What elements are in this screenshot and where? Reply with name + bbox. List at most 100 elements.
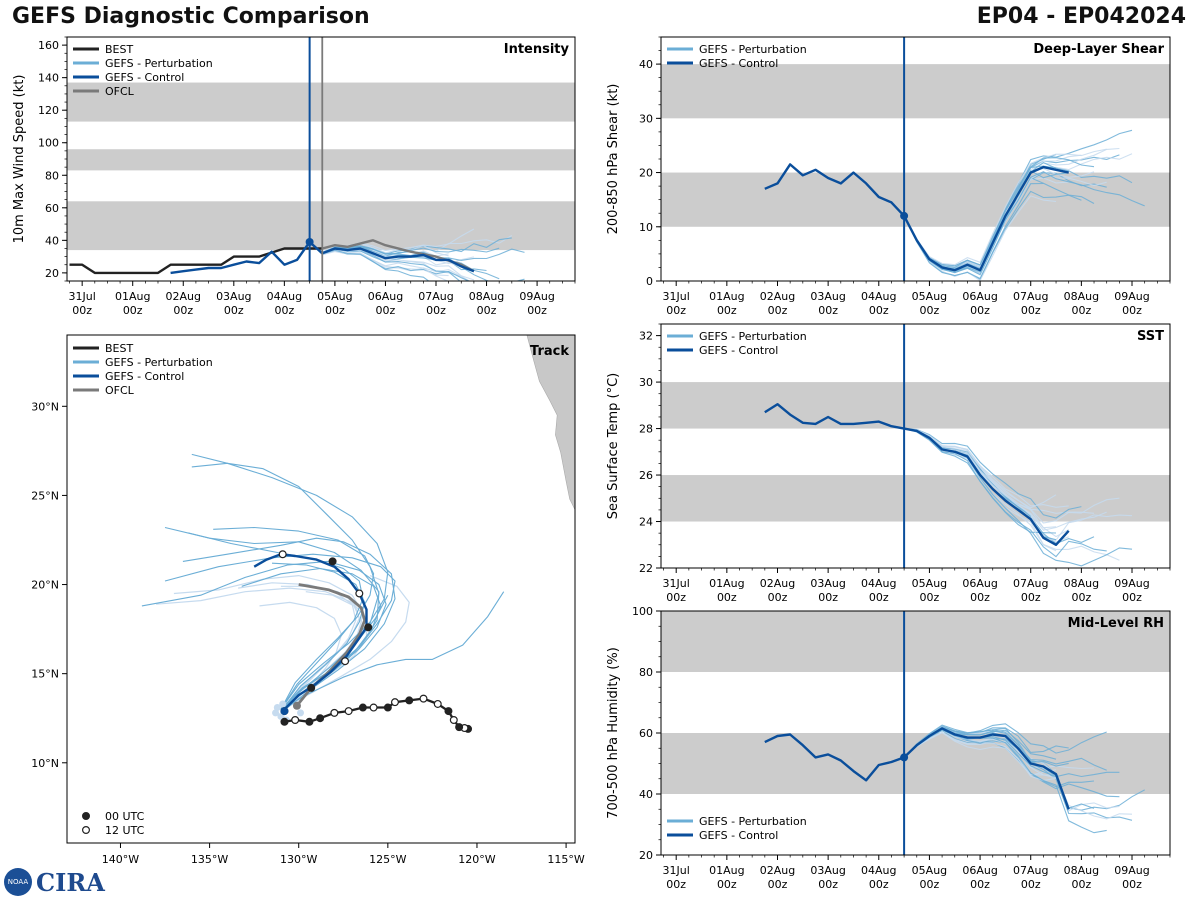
x-tick-label: 07Aug xyxy=(1013,864,1048,877)
track-marker-12utc xyxy=(278,550,287,559)
x-tick-label: 00z xyxy=(1021,878,1041,891)
x-tick-label: 00z xyxy=(1122,591,1142,604)
x-tick-label: 05Aug xyxy=(912,864,947,877)
x-tick-label: 00z xyxy=(325,304,345,317)
perturbation-track xyxy=(280,591,505,710)
legend-label: GEFS - Perturbation xyxy=(699,330,807,343)
perturbation-origin-marker xyxy=(272,709,280,717)
x-tick-label: 00z xyxy=(274,304,294,317)
x-tick-label: 06Aug xyxy=(962,290,997,303)
legend-label: 00 UTC xyxy=(105,810,145,823)
perturbation-line xyxy=(309,241,449,281)
x-tick-label: 00z xyxy=(818,878,838,891)
y-tick-label: 140 xyxy=(38,72,59,85)
track-marker-00utc xyxy=(358,703,367,712)
cira-logo: CIRA xyxy=(36,867,105,897)
x-tick-label: 00z xyxy=(970,591,990,604)
x-tick-label: 00z xyxy=(970,878,990,891)
x-tick-label: 08Aug xyxy=(1064,290,1099,303)
track-marker-12utc xyxy=(355,589,364,598)
x-tick-label: 04Aug xyxy=(267,290,302,303)
x-tick-label: 00z xyxy=(818,591,838,604)
x-tick-label: 02Aug xyxy=(760,290,795,303)
perturbation-line xyxy=(309,241,487,272)
perturbation-track xyxy=(164,526,380,710)
threshold-band xyxy=(67,201,575,251)
y-tick-label: 22 xyxy=(639,562,653,575)
x-tick-label: 03Aug xyxy=(810,864,845,877)
legend-label: 12 UTC xyxy=(105,824,145,837)
y-tick-label: 60 xyxy=(45,202,59,215)
track-marker-00utc xyxy=(383,703,392,712)
perturbation-line xyxy=(903,182,1044,280)
y-tick-label: 20 xyxy=(45,267,59,280)
y-tick-label: 100 xyxy=(632,605,653,618)
y-tick-label: 20 xyxy=(639,849,653,862)
x-tick-label: 00z xyxy=(666,304,686,317)
x-tick-label: 00z xyxy=(376,304,396,317)
chart-shear: 01020304031Jul00z01Aug00z02Aug00z03Aug00… xyxy=(606,36,1171,317)
x-tick-label: 09Aug xyxy=(519,290,554,303)
perturbation-origin-marker xyxy=(273,704,281,712)
y-tick-label: 26 xyxy=(639,469,653,482)
x-tick-label: 00z xyxy=(1071,304,1091,317)
x-tick-label: 31Jul xyxy=(663,577,690,590)
x-tick-label: 00z xyxy=(869,591,889,604)
x-tick-label: 00z xyxy=(768,591,788,604)
track-marker-00utc xyxy=(307,683,316,692)
x-tick-label: 00z xyxy=(869,304,889,317)
y-tick-label: 30°N xyxy=(31,400,59,413)
x-tick-label: 140°W xyxy=(102,853,139,866)
x-tick-label: 00z xyxy=(426,304,446,317)
x-tick-label: 06Aug xyxy=(962,864,997,877)
y-tick-label: 40 xyxy=(639,788,653,801)
y-tick-label: 40 xyxy=(639,58,653,71)
x-tick-label: 31Jul xyxy=(663,864,690,877)
init-marker xyxy=(900,211,909,220)
chart-rh: 2040608010031Jul00z01Aug00z02Aug00z03Aug… xyxy=(606,605,1171,891)
plot-frame xyxy=(660,323,1171,569)
x-tick-label: 00z xyxy=(717,878,737,891)
x-tick-label: 07Aug xyxy=(418,290,453,303)
perturbation-line xyxy=(903,148,1107,266)
legend-label: GEFS - Perturbation xyxy=(105,57,213,70)
legend-label: GEFS - Perturbation xyxy=(699,43,807,56)
threshold-band xyxy=(661,64,1170,119)
y-tick-label: 10°N xyxy=(31,757,59,770)
legend-label: OFCL xyxy=(105,85,135,98)
x-tick-label: 00z xyxy=(1071,878,1091,891)
x-tick-label: 09Aug xyxy=(1114,290,1149,303)
x-tick-label: 00z xyxy=(224,304,244,317)
y-axis-label: 200-850 hPa Shear (kt) xyxy=(606,84,621,235)
track-marker-00utc xyxy=(328,557,337,566)
x-tick-label: 00z xyxy=(666,591,686,604)
y-tick-label: 20 xyxy=(639,167,653,180)
y-tick-label: 30 xyxy=(639,376,653,389)
x-tick-label: 09Aug xyxy=(1114,577,1149,590)
threshold-band xyxy=(661,382,1170,429)
y-tick-label: 20°N xyxy=(31,579,59,592)
x-tick-label: 31Jul xyxy=(69,290,96,303)
y-tick-label: 15°N xyxy=(31,668,59,681)
perturbation-track xyxy=(238,582,357,716)
plot-frame xyxy=(66,334,576,844)
x-tick-label: 05Aug xyxy=(317,290,352,303)
x-tick-label: 00z xyxy=(1021,304,1041,317)
y-tick-label: 10 xyxy=(639,221,653,234)
threshold-band xyxy=(661,475,1170,522)
x-tick-label: 03Aug xyxy=(810,290,845,303)
x-tick-label: 120°W xyxy=(458,853,495,866)
panel-title: Track xyxy=(530,344,569,359)
best-line xyxy=(69,247,323,275)
y-tick-label: 160 xyxy=(38,39,59,52)
x-tick-label: 06Aug xyxy=(962,577,997,590)
x-tick-label: 08Aug xyxy=(1064,864,1099,877)
x-tick-label: 00z xyxy=(1122,878,1142,891)
x-tick-label: 00z xyxy=(818,304,838,317)
chart-intensity: 2040608010012014016031Jul00z01Aug00z02Au… xyxy=(12,36,576,317)
x-tick-label: 07Aug xyxy=(1013,290,1048,303)
perturbation-line xyxy=(904,428,1120,524)
x-tick-label: 02Aug xyxy=(760,577,795,590)
x-tick-label: 00z xyxy=(1071,591,1091,604)
track-marker-12utc xyxy=(344,707,353,716)
